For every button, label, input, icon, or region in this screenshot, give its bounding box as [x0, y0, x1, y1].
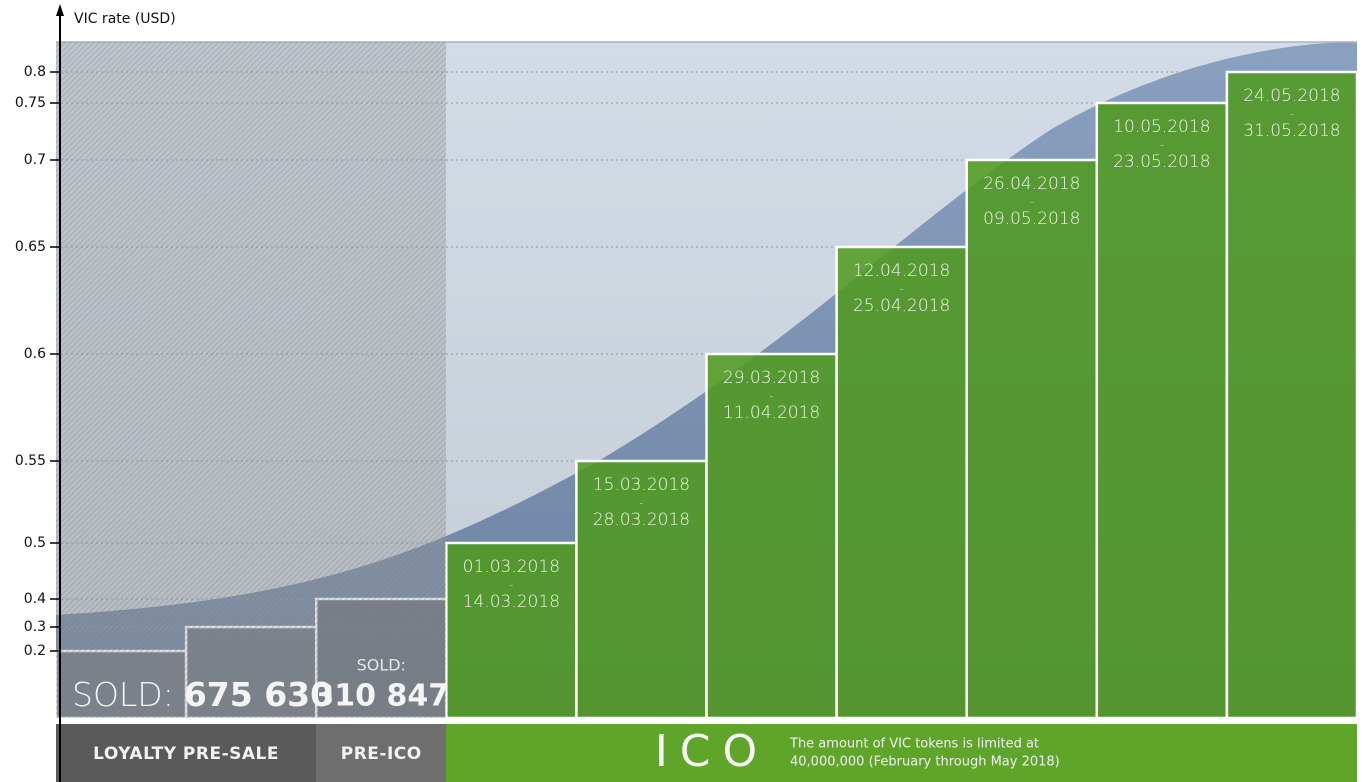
start-date: 15.03.2018	[593, 475, 690, 495]
y-axis-arrow	[56, 4, 64, 16]
presale-overlay	[56, 42, 446, 718]
y-tick-label: 0.7	[24, 152, 46, 168]
bar	[1095, 101, 1229, 720]
date-separator: -	[1160, 138, 1164, 151]
phase-note: 40,000,000 (February through May 2018)	[790, 755, 1060, 770]
start-date: 26.04.2018	[983, 174, 1080, 194]
date-separator: -	[1290, 107, 1294, 120]
end-date: 11.04.2018	[723, 403, 820, 423]
start-date: 24.05.2018	[1243, 86, 1340, 106]
y-tick-label: 0.55	[15, 453, 46, 469]
start-date: 01.03.2018	[463, 557, 560, 577]
sold-label: SOLD:	[72, 675, 174, 714]
end-date: 31.05.2018	[1243, 121, 1340, 141]
end-date: 14.03.2018	[463, 592, 560, 612]
date-separator: -	[509, 578, 513, 591]
y-tick-label: 0.4	[24, 591, 46, 607]
y-tick-label: 0.2	[24, 643, 46, 659]
y-tick-label: 0.65	[15, 239, 46, 255]
start-date: 12.04.2018	[853, 261, 950, 281]
y-tick-label: 0.5	[24, 535, 46, 551]
phase-label: PRE-ICO	[341, 744, 422, 764]
phase-band	[446, 724, 1357, 782]
y-tick-label: 0.6	[24, 346, 46, 362]
y-tick-label: 0.3	[24, 619, 46, 635]
phase-label: LOYALTY PRE-SALE	[93, 744, 279, 764]
bar	[1225, 70, 1359, 720]
end-date: 23.05.2018	[1113, 152, 1210, 172]
end-date: 25.04.2018	[853, 296, 950, 316]
sold-value: 310 847	[313, 679, 449, 714]
sold-label: SOLD:	[357, 656, 406, 675]
y-axis-label: VIC rate (USD)	[74, 11, 176, 27]
date-separator: -	[770, 389, 774, 402]
start-date: 10.05.2018	[1113, 117, 1210, 137]
bar	[575, 459, 708, 720]
y-tick-label: 0.8	[24, 64, 46, 80]
bar	[965, 158, 1099, 720]
bar	[445, 541, 578, 720]
end-date: 28.03.2018	[593, 510, 690, 530]
phase-note: The amount of VIC tokens is limited at	[789, 737, 1039, 752]
phase-band	[56, 724, 316, 782]
y-tick-label: 0.75	[15, 95, 46, 111]
phase-band	[316, 724, 446, 782]
date-separator: -	[900, 282, 904, 295]
bar	[835, 245, 968, 720]
date-separator: -	[1030, 195, 1034, 208]
phase-label: ICO	[655, 726, 769, 777]
sold-value: 675 630	[184, 675, 333, 714]
date-separator: -	[639, 496, 643, 509]
end-date: 09.05.2018	[983, 209, 1080, 229]
sold-text: SOLD: 675 630	[72, 675, 333, 714]
start-date: 29.03.2018	[723, 368, 820, 388]
